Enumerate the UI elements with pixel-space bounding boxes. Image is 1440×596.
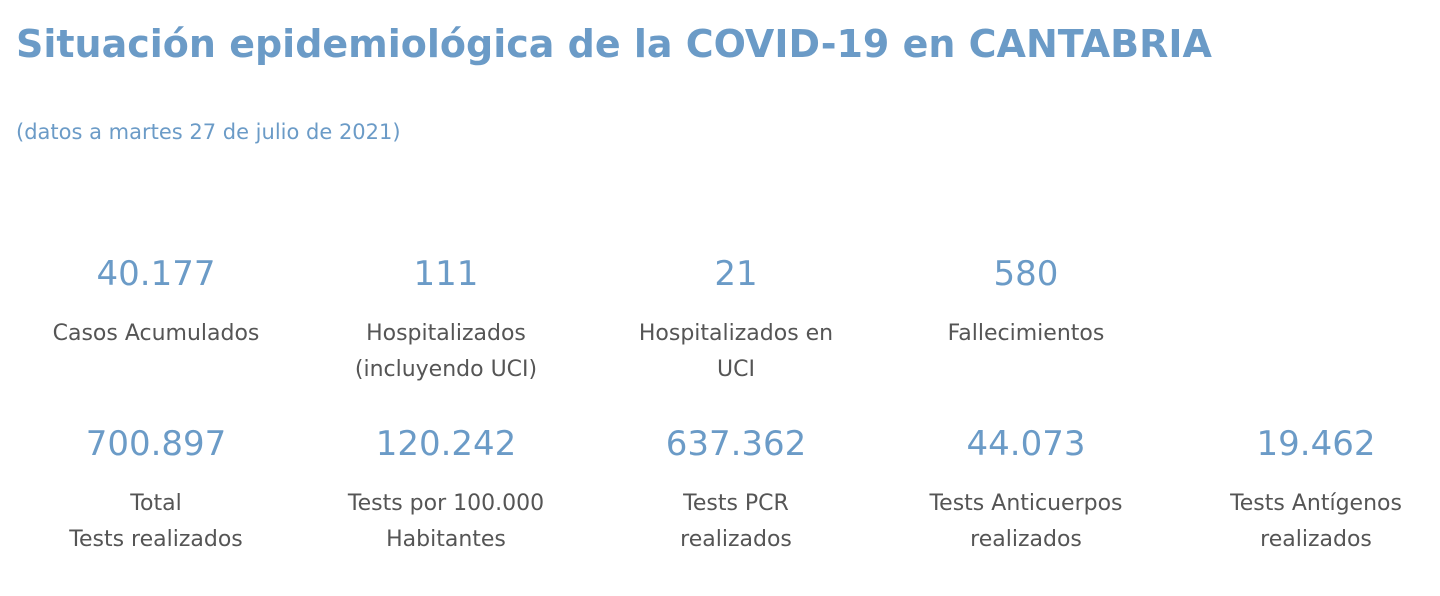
stat-value: 21 <box>714 254 758 294</box>
stat-label: Tests por 100.000 Habitantes <box>306 486 586 558</box>
stat-label-line: Habitantes <box>386 527 506 552</box>
stat-tests-antigenos: 19.462 Tests Antígenos realizados <box>1176 422 1440 558</box>
stat-label-line: UCI <box>717 357 755 382</box>
stat-label-line: Hospitalizados <box>366 321 526 346</box>
stat-value: 44.073 <box>966 424 1086 464</box>
stat-label-line: Fallecimientos <box>947 321 1105 346</box>
stat-value: 637.362 <box>665 424 807 464</box>
stat-label: Total Tests realizados <box>16 486 296 558</box>
stat-label: Hospitalizados (incluyendo UCI) <box>306 316 586 388</box>
stat-label-line: realizados <box>970 527 1082 552</box>
date-subtitle: (datos a martes 27 de julio de 2021) <box>16 120 401 144</box>
stat-label: Tests Antígenos realizados <box>1176 486 1440 558</box>
stat-label-line: (incluyendo UCI) <box>354 357 538 382</box>
stat-total-tests: 700.897 Total Tests realizados <box>16 422 296 558</box>
stat-hospitalizados: 111 Hospitalizados (incluyendo UCI) <box>306 252 586 388</box>
stat-label: Tests Anticuerpos realizados <box>886 486 1166 558</box>
stat-value: 700.897 <box>85 424 227 464</box>
stat-label-line: realizados <box>680 527 792 552</box>
stat-label-line: Tests Anticuerpos <box>929 491 1123 516</box>
stat-label-line: Total <box>130 491 182 516</box>
stat-label-line: Tests PCR <box>683 491 789 516</box>
stat-fallecimientos: 580 Fallecimientos <box>886 252 1166 352</box>
stat-value: 580 <box>993 254 1059 294</box>
stat-label: Tests PCR realizados <box>596 486 876 558</box>
stat-value: 111 <box>413 254 479 294</box>
stat-label-line: Tests realizados <box>69 527 243 552</box>
stat-label-line: Tests por 100.000 <box>347 491 545 516</box>
stat-tests-por-100000: 120.242 Tests por 100.000 Habitantes <box>306 422 586 558</box>
stat-label-line: Tests Antígenos <box>1230 491 1402 516</box>
stat-label: Casos Acumulados <box>16 316 296 352</box>
stat-label: Fallecimientos <box>886 316 1166 352</box>
stat-label-line: Casos Acumulados <box>52 321 260 346</box>
stat-casos-acumulados: 40.177 Casos Acumulados <box>16 252 296 352</box>
stat-tests-anticuerpos: 44.073 Tests Anticuerpos realizados <box>886 422 1166 558</box>
stat-value: 40.177 <box>96 254 216 294</box>
stat-value: 19.462 <box>1256 424 1376 464</box>
stat-label: Hospitalizados en UCI <box>596 316 876 388</box>
page-title: Situación epidemiológica de la COVID-19 … <box>16 22 1212 66</box>
stat-value: 120.242 <box>375 424 517 464</box>
stat-hospitalizados-uci: 21 Hospitalizados en UCI <box>596 252 876 388</box>
stat-label-line: realizados <box>1260 527 1372 552</box>
stat-label-line: Hospitalizados en <box>638 321 834 346</box>
stat-tests-pcr: 637.362 Tests PCR realizados <box>596 422 876 558</box>
